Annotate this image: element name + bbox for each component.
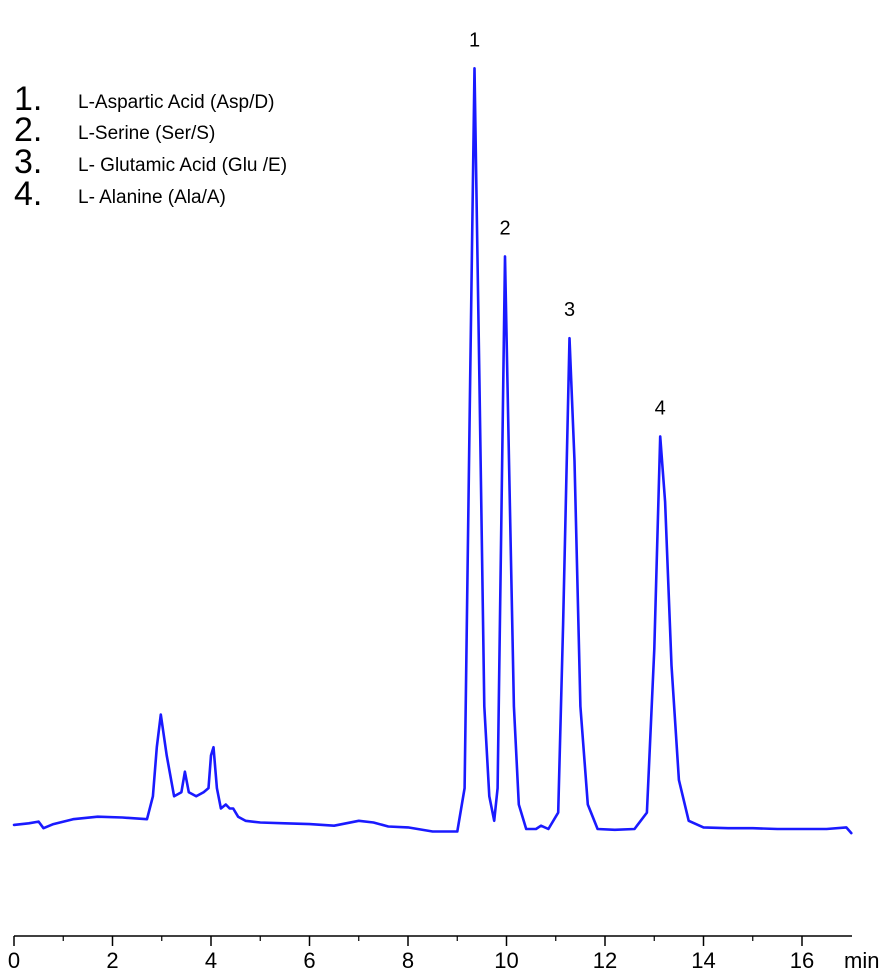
peak-label-2: 2 [499, 217, 510, 239]
plot-area: 1 2 3 4 [12, 29, 853, 835]
x-tick-label-0: 0 [8, 948, 20, 973]
legend-number-3: 3. [14, 143, 42, 181]
legend-number-2: 2. [14, 111, 42, 149]
legend-label-1: L-Aspartic Acid (Asp/D) [78, 92, 274, 113]
x-tick-label-16: 16 [790, 948, 814, 973]
x-tick-label-6: 6 [303, 948, 315, 973]
legend-label-3: L- Glutamic Acid (Glu /E) [78, 155, 287, 176]
x-tick-label-14: 14 [691, 948, 715, 973]
legend-label-4: L- Alanine (Ala/A) [78, 187, 226, 208]
x-axis-unit-label: min [844, 948, 879, 973]
x-tick-label-12: 12 [593, 948, 617, 973]
series-line-1 [12, 67, 853, 835]
x-tick-label-8: 8 [402, 948, 414, 973]
legend: 1. L-Aspartic Acid (Asp/D) 2. L-Serine (… [14, 80, 287, 213]
x-axis: 0 2 4 6 8 10 12 14 16 min [8, 935, 879, 973]
x-tick-label-10: 10 [494, 948, 518, 973]
legend-number-1: 1. [14, 80, 42, 118]
legend-label-2: L-Serine (Ser/S) [78, 123, 215, 144]
x-tick-label-2: 2 [106, 948, 118, 973]
x-tick-label-4: 4 [205, 948, 217, 973]
peak-label-4: 4 [655, 397, 666, 419]
legend-number-4: 4. [14, 175, 42, 213]
peak-label-3: 3 [564, 299, 575, 321]
peak-label-1: 1 [469, 29, 480, 51]
